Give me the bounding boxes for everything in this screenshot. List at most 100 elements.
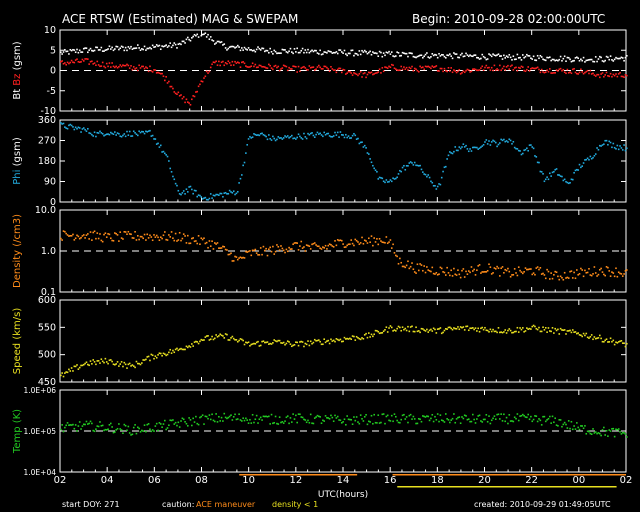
point-speed-speed [168,351,170,354]
point-mag-bt [481,53,484,56]
point-temp-temp [280,421,282,424]
point-speed-speed [400,329,403,332]
point-temp-temp [534,415,536,417]
point-temp-temp [236,418,239,420]
point-speed-speed [178,348,181,351]
point-mag-bt [324,51,327,54]
point-density-density [270,250,273,253]
point-phi-phi [416,164,419,167]
point-speed-speed [516,326,519,329]
point-mag-bt [593,60,596,63]
point-mag-bt [307,48,309,51]
point-temp-temp [397,421,400,424]
point-mag-bz [204,75,207,78]
point-phi-phi [485,139,488,141]
point-temp-temp [540,424,543,426]
ylabel-part-phi-1: (gsm) [12,137,23,169]
point-phi-phi [542,173,544,175]
point-phi-phi [380,177,382,179]
point-mag-bt [440,53,443,56]
point-density-density [112,239,115,242]
point-mag-bz [296,71,298,73]
ylabel-part-mag-2: (gsm) [12,41,23,73]
point-temp-temp [408,414,411,417]
point-speed-speed [304,342,307,345]
point-speed-speed [251,343,254,345]
point-mag-bt [581,59,584,62]
point-density-density [576,269,578,271]
xtick-label-8: 18 [431,475,444,486]
point-temp-temp [77,425,80,427]
point-mag-bt [603,60,605,63]
point-mag-bz [416,69,419,72]
point-density-density [168,234,170,236]
point-mag-bt [543,59,546,61]
point-mag-bz [270,67,273,69]
point-temp-temp [191,424,193,427]
point-mag-bz [176,93,178,95]
point-mag-bz [521,66,524,68]
point-temp-temp [234,413,236,416]
point-phi-phi [586,157,589,160]
point-mag-bz [400,65,403,68]
point-density-density [349,243,351,245]
point-density-density [276,244,278,246]
point-mag-bz [346,72,348,74]
point-temp-temp [449,421,451,424]
point-mag-bz [130,65,132,67]
point-phi-phi [272,135,274,138]
point-mag-bz [544,71,547,74]
point-density-density [324,244,327,247]
point-density-density [416,263,419,266]
point-temp-temp [530,415,532,418]
point-mag-bt [126,49,128,52]
point-mag-bz [422,66,424,68]
point-mag-bt [524,55,527,58]
point-phi-phi [478,147,481,150]
point-density-density [593,266,596,268]
point-mag-bz [476,69,478,72]
point-temp-temp [286,415,289,417]
point-mag-bz [347,70,350,73]
point-phi-phi [361,141,363,143]
point-temp-temp [384,422,386,425]
point-mag-bz [626,74,628,77]
point-density-density [138,238,140,241]
point-phi-phi [266,138,269,141]
point-temp-temp [558,418,561,421]
point-phi-phi [555,168,558,170]
point-density-density [539,267,542,269]
point-temp-temp [455,418,458,420]
point-speed-speed [412,330,415,333]
point-mag-bt [607,56,609,59]
point-speed-speed [354,339,357,341]
point-speed-speed [554,327,557,330]
point-temp-temp [388,419,390,422]
point-phi-phi [331,136,334,138]
point-speed-speed [123,361,126,364]
point-phi-phi [218,194,220,196]
point-temp-temp [526,416,528,419]
point-density-density [558,278,561,281]
point-density-density [331,245,334,247]
point-density-density [157,236,159,239]
point-mag-bz [158,72,161,74]
point-mag-bt [185,38,188,41]
point-speed-speed [621,342,624,344]
point-phi-phi [513,146,516,149]
point-mag-bz [382,70,385,73]
point-mag-bt [70,49,73,52]
point-mag-bz [127,64,130,67]
point-phi-phi [515,147,517,150]
point-speed-speed [381,332,384,334]
point-phi-phi [524,148,527,151]
point-mag-bz [114,66,116,69]
point-temp-temp [308,421,311,424]
point-density-density [136,234,139,237]
point-density-density [524,267,527,269]
point-temp-temp [404,418,407,420]
point-density-density [191,237,193,240]
point-density-density [567,277,570,279]
point-mag-bt [539,54,542,57]
point-phi-phi [280,137,282,139]
